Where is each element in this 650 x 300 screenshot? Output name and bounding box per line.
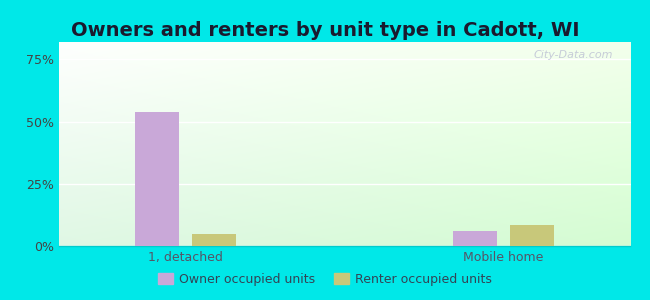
Legend: Owner occupied units, Renter occupied units: Owner occupied units, Renter occupied un… bbox=[153, 268, 497, 291]
Bar bbox=[135, 112, 179, 246]
Bar bbox=[192, 234, 237, 246]
Text: City-Data.com: City-Data.com bbox=[534, 50, 614, 60]
Bar bbox=[510, 225, 554, 246]
Text: Owners and renters by unit type in Cadott, WI: Owners and renters by unit type in Cadot… bbox=[71, 21, 579, 40]
Bar bbox=[452, 231, 497, 246]
